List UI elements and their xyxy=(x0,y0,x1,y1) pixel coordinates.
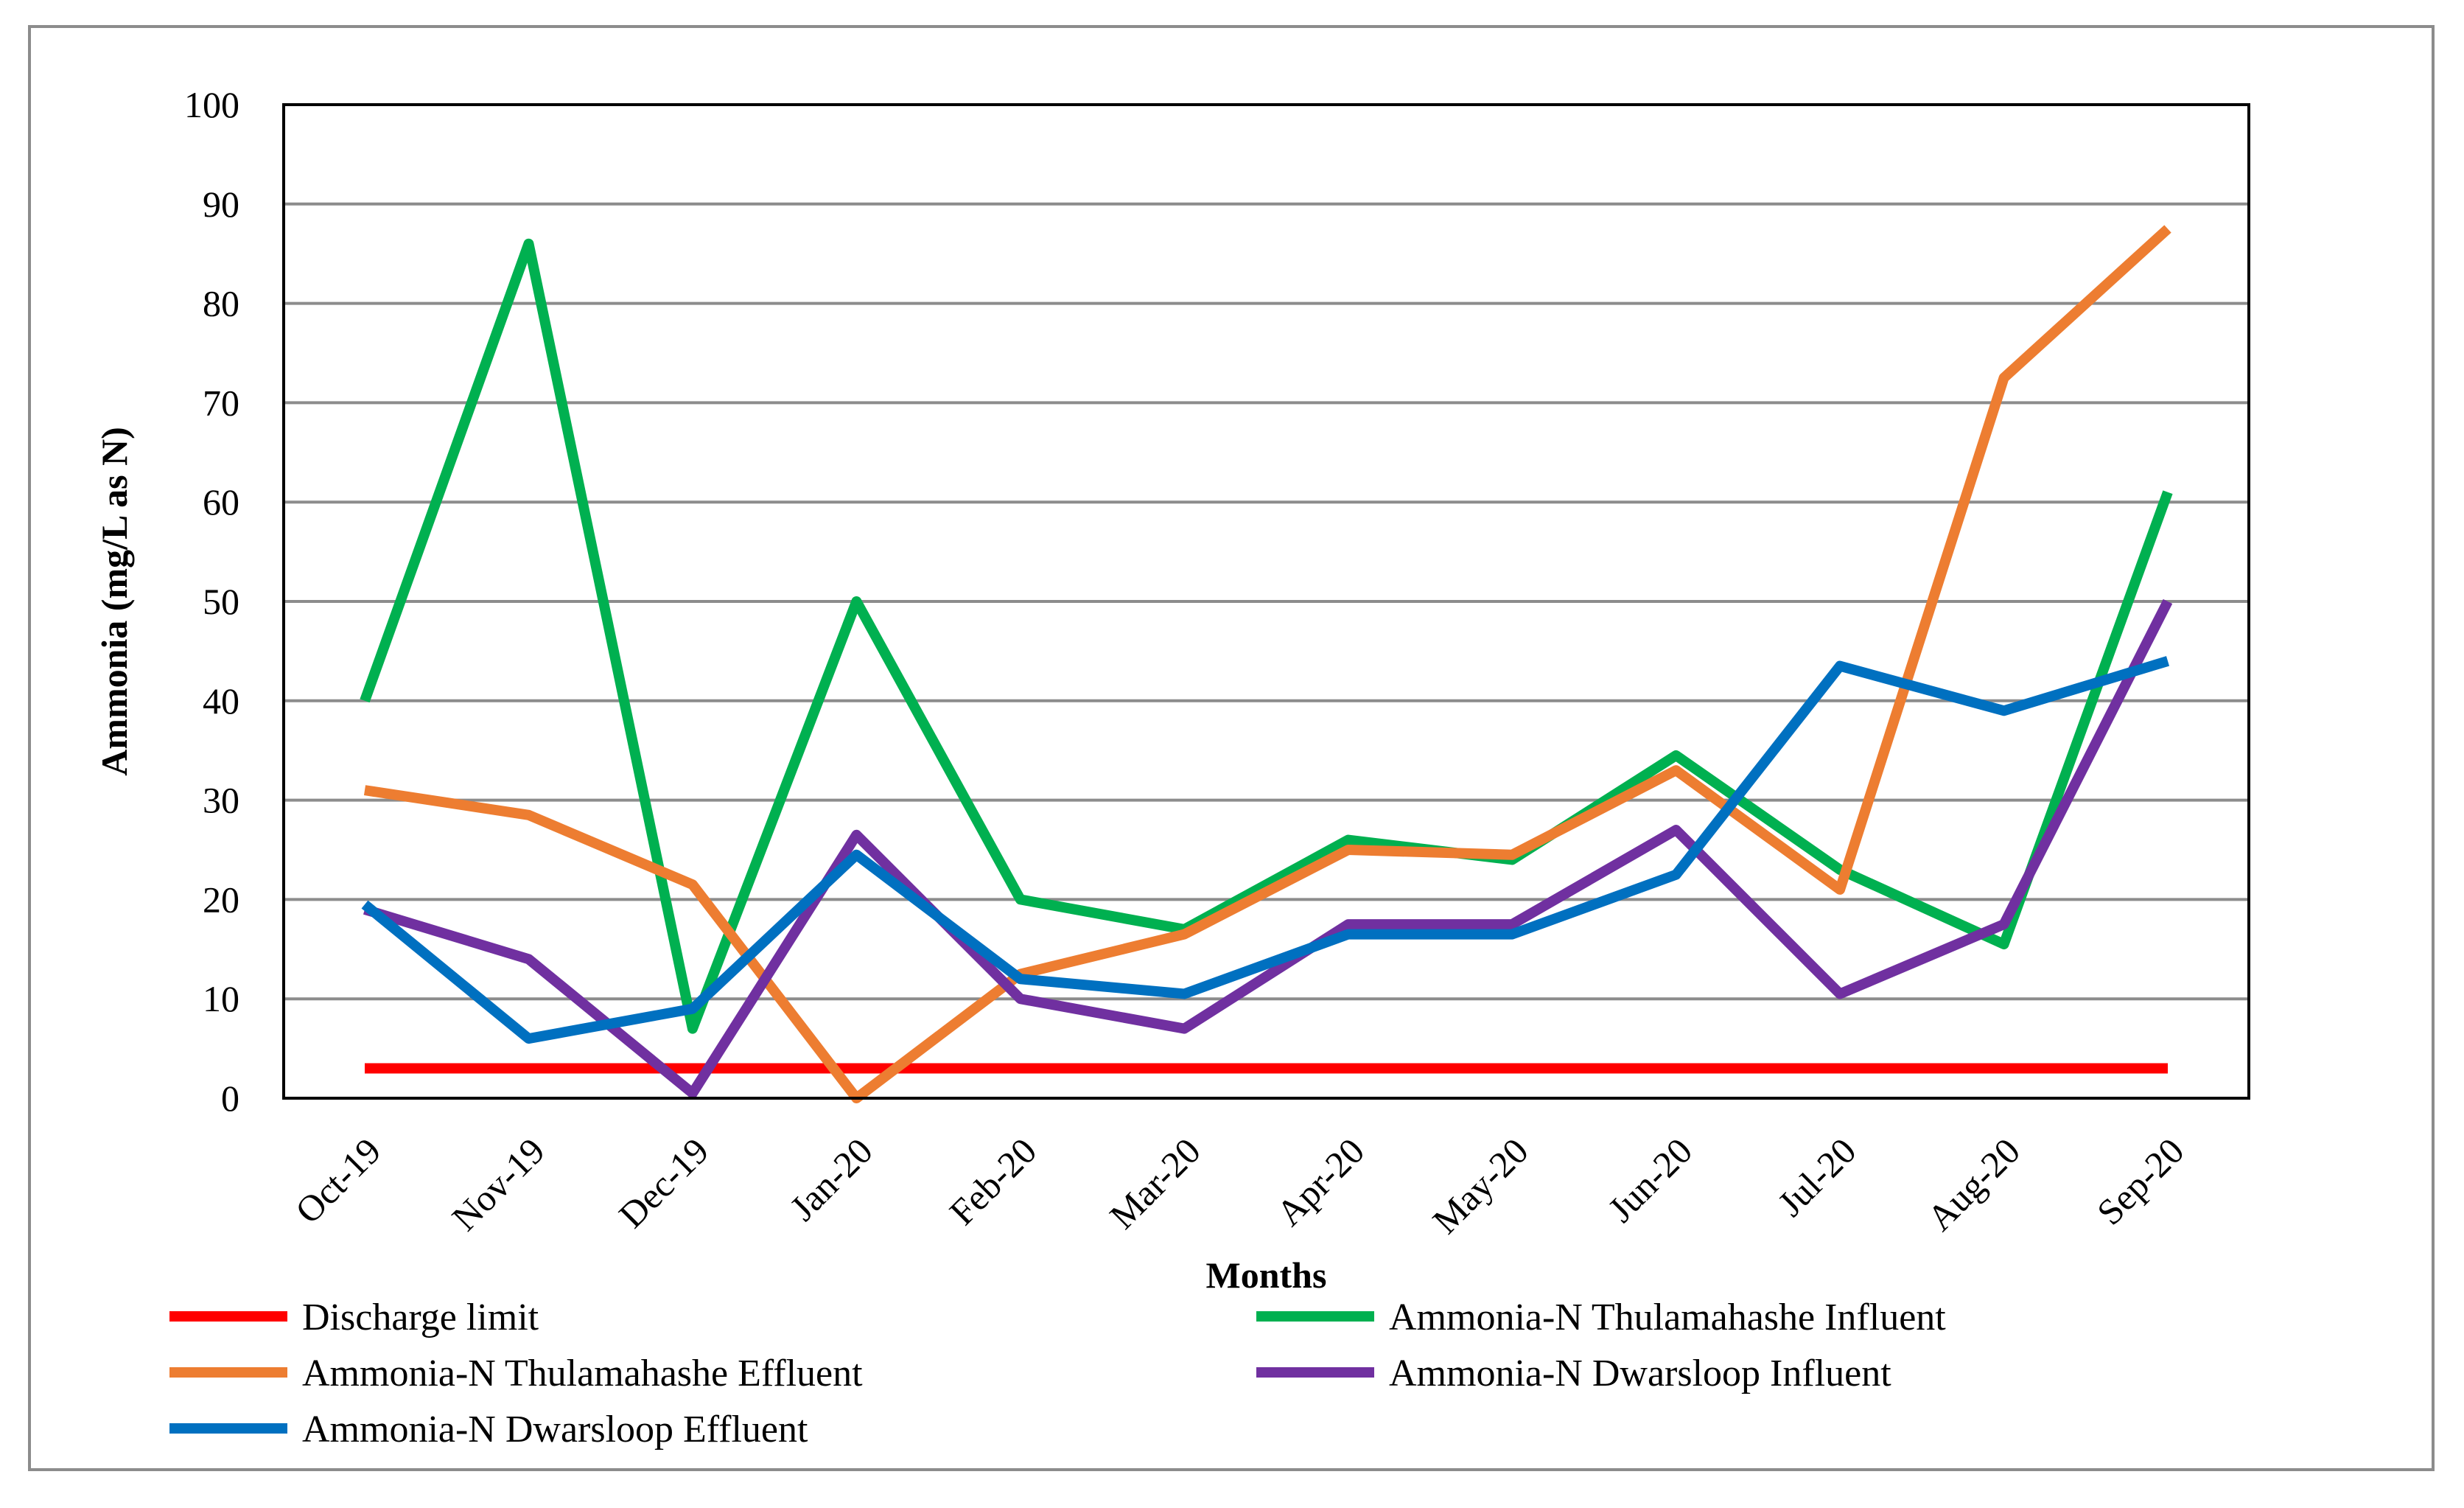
x-tick-label: Aug-20 xyxy=(1919,1130,2028,1239)
y-tick-label: 0 xyxy=(221,1078,239,1119)
series-line xyxy=(361,656,2170,1044)
x-tick-label: Jun-20 xyxy=(1600,1130,1700,1230)
y-tick-label: 20 xyxy=(203,879,239,920)
series-line xyxy=(363,225,2171,1103)
legend-label: Ammonia-N Dwarsloop Influent xyxy=(1389,1352,1891,1394)
x-axis-title: Months xyxy=(1206,1254,1327,1296)
series-line xyxy=(360,238,2173,1034)
y-tick-labels: 0 10 20 30 40 50 60 70 80 90 100 xyxy=(184,84,239,1119)
y-tick-label: 50 xyxy=(203,581,239,622)
y-tick-label: 30 xyxy=(203,780,239,821)
gridlines xyxy=(284,103,2249,1001)
y-tick-label: 10 xyxy=(203,978,239,1019)
legend-label: Ammonia-N Thulamahashe Effluent xyxy=(302,1352,863,1394)
x-tick-label: Jan-20 xyxy=(782,1130,881,1229)
y-axis-title: Ammonia (mg/L as N) xyxy=(94,427,135,776)
y-tick-label: 80 xyxy=(203,283,239,324)
y-tick-label: 70 xyxy=(203,382,239,423)
legend-label: Ammonia-N Thulamahashe Influent xyxy=(1389,1296,1946,1338)
x-tick-label: Apr-20 xyxy=(1268,1130,1372,1234)
y-tick-label: 40 xyxy=(203,680,239,722)
legend-label: Discharge limit xyxy=(302,1296,539,1338)
series-line xyxy=(363,598,2173,1099)
x-tick-label: May-20 xyxy=(1424,1130,1536,1242)
chart-frame xyxy=(28,25,2435,1471)
x-tick-label: Sep-20 xyxy=(2089,1130,2192,1233)
x-tick-label: Oct-19 xyxy=(287,1130,389,1232)
x-tick-label: Feb-20 xyxy=(942,1130,1045,1233)
y-tick-label: 100 xyxy=(184,84,239,125)
plot-area-border xyxy=(282,103,2250,1100)
x-tick-label: Nov-19 xyxy=(444,1130,553,1239)
x-tick-label: Jul-20 xyxy=(1770,1130,1864,1224)
legend: Discharge limit Ammonia-N Thulamahashe In… xyxy=(169,1296,1946,1451)
y-tick-label: 90 xyxy=(203,184,239,225)
legend-label: Ammonia-N Dwarsloop Effluent xyxy=(302,1408,808,1451)
y-tick-label: 60 xyxy=(203,481,239,523)
x-tick-label: Mar-20 xyxy=(1102,1130,1208,1237)
x-tick-labels: Oct-19 Nov-19 Dec-19 Jan-20 Feb-20 Mar-20 Apr-… xyxy=(287,1130,2192,1242)
x-tick-label: Dec-19 xyxy=(611,1130,717,1236)
series-lines xyxy=(360,225,2173,1103)
